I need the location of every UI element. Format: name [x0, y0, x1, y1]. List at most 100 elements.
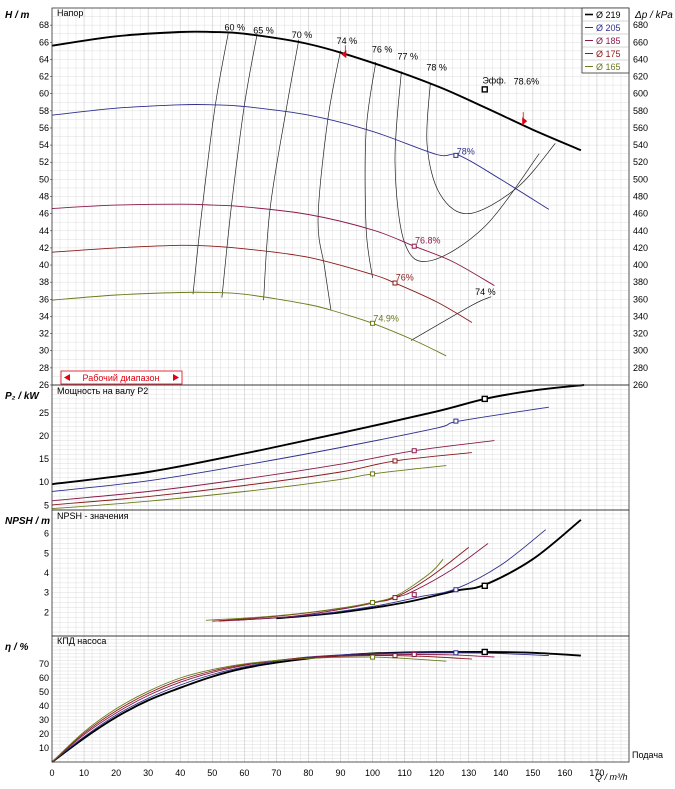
- tick-label: 40: [39, 701, 49, 711]
- tick-label: 320: [633, 329, 648, 339]
- legend: Ø 219 Ø 205 Ø 185 Ø 175 Ø 165: [582, 8, 629, 73]
- npsh-axis-label: NPSH / m: [5, 516, 50, 527]
- power-operating-point-d219: [482, 396, 487, 401]
- tick-label: 30: [143, 768, 153, 778]
- tick-label: 360: [633, 294, 648, 304]
- tick-label: 34: [39, 311, 49, 321]
- tick-label: 260: [633, 380, 648, 390]
- eff-operating-point-d175: [393, 654, 397, 658]
- head-operating-point-d219: [482, 87, 487, 92]
- head-curve-d175: [52, 245, 472, 322]
- flow-caption: Подача: [632, 750, 663, 760]
- tick-label: 150: [525, 768, 540, 778]
- operating-point-label: 76.8%: [415, 235, 441, 245]
- tick-label: 50: [39, 174, 49, 184]
- tick-label: 30: [39, 346, 49, 356]
- tick-label: 66: [39, 37, 49, 47]
- tick-label: 480: [633, 192, 648, 202]
- power-operating-point-d185: [412, 449, 416, 453]
- power-curve-d165: [52, 466, 446, 509]
- eff-axis-label: η / %: [5, 642, 28, 653]
- tick-label: 620: [633, 72, 648, 82]
- npsh-operating-point-d185: [412, 593, 416, 597]
- iso-efficiency-line: [427, 83, 556, 213]
- head-panel-title: Напор: [57, 8, 83, 18]
- tick-label: 580: [633, 106, 648, 116]
- legend-entry: Ø 185: [596, 36, 621, 46]
- tick-label: 3: [44, 588, 49, 598]
- eff-operating-point-d185: [412, 652, 416, 656]
- tick-label: 10: [39, 743, 49, 753]
- pressure-axis-label: Δp / kPa: [634, 10, 673, 21]
- power-curve-d219: [52, 385, 584, 484]
- tick-label: 110: [397, 768, 411, 778]
- tick-label: 80: [303, 768, 313, 778]
- tick-label: 32: [39, 329, 49, 339]
- power-operating-point-d205: [454, 419, 458, 423]
- power-curve-d175: [52, 453, 472, 505]
- eff-curve-d185: [52, 655, 494, 763]
- tick-label: 54: [39, 140, 49, 150]
- iso-efficiency-label: 60 %: [224, 22, 245, 32]
- operating-point-label: 78%: [457, 146, 475, 156]
- tick-label: 62: [39, 72, 49, 82]
- tick-label: 60: [39, 673, 49, 683]
- iso-efficiency-line: [318, 51, 340, 310]
- power-operating-point-d175: [393, 459, 397, 463]
- working-range-indicator: Рабочий диапазон: [61, 371, 182, 384]
- power-operating-point-d165: [371, 472, 375, 476]
- tick-label: 50: [207, 768, 217, 778]
- labels: 0 10 20 30 40 50 60 70 80 90 100 110 120 130 140 150 160…: [39, 20, 648, 778]
- npsh-operating-point-d175: [393, 596, 397, 600]
- iso-efficiency-label: 65 %: [253, 26, 274, 36]
- tick-label: 100: [365, 768, 380, 778]
- tick-label: 40: [175, 768, 185, 778]
- tick-label: 52: [39, 157, 49, 167]
- iso-efficiency-line: [222, 34, 257, 298]
- legend-entry: Ø 175: [596, 49, 621, 59]
- iso-efficiency-label: 74 %: [475, 287, 496, 297]
- eff-panel-title: КПД насоса: [57, 636, 106, 646]
- operating-point-label: 74.9%: [373, 313, 399, 323]
- tick-label: 58: [39, 106, 49, 116]
- tick-label: 20: [39, 729, 49, 739]
- tick-label: 440: [633, 226, 648, 236]
- tick-label: 420: [633, 243, 648, 253]
- tick-label: 60: [239, 768, 249, 778]
- tick-label: 2: [44, 607, 49, 617]
- tick-label: 30: [39, 715, 49, 725]
- eff-curve-d175: [52, 655, 472, 762]
- eff-operating-point-d219: [482, 649, 487, 654]
- npsh-operating-point-d165: [371, 601, 375, 605]
- npsh-panel-title: NPSH - значения: [57, 511, 129, 521]
- iso-efficiency-label: 78 %: [426, 63, 447, 73]
- tick-label: 25: [39, 408, 49, 418]
- iso-efficiency-line: [193, 33, 228, 294]
- eff-operating-point-d205: [454, 651, 458, 655]
- working-range-label: Рабочий диапазон: [83, 373, 160, 383]
- iso-efficiency-label: 70 %: [292, 30, 313, 40]
- tick-label: 300: [633, 346, 648, 356]
- legend-entry: Ø 205: [596, 23, 621, 33]
- tick-label: 6: [44, 529, 49, 539]
- tick-label: 20: [111, 768, 121, 778]
- tick-label: 0: [49, 768, 54, 778]
- head-curve-d165: [52, 292, 446, 356]
- working-range-marker: [341, 50, 346, 58]
- tick-label: 340: [633, 311, 648, 321]
- tick-label: 4: [44, 568, 49, 578]
- tick-label: 5: [44, 548, 49, 558]
- bep-efficiency-label: 78.6%: [514, 76, 540, 86]
- tick-label: 160: [557, 768, 572, 778]
- tick-label: 70: [39, 659, 49, 669]
- tick-label: 36: [39, 294, 49, 304]
- tick-label: 50: [39, 687, 49, 697]
- operating-point-label: 76%: [396, 272, 414, 282]
- tick-label: 640: [633, 54, 648, 64]
- iso-efficiency-line: [411, 297, 491, 341]
- tick-label: 68: [39, 20, 49, 30]
- iso-efficiency-line: [264, 40, 299, 301]
- tick-label: 56: [39, 123, 49, 133]
- flow-axis-label: Q / m³/h: [595, 772, 628, 782]
